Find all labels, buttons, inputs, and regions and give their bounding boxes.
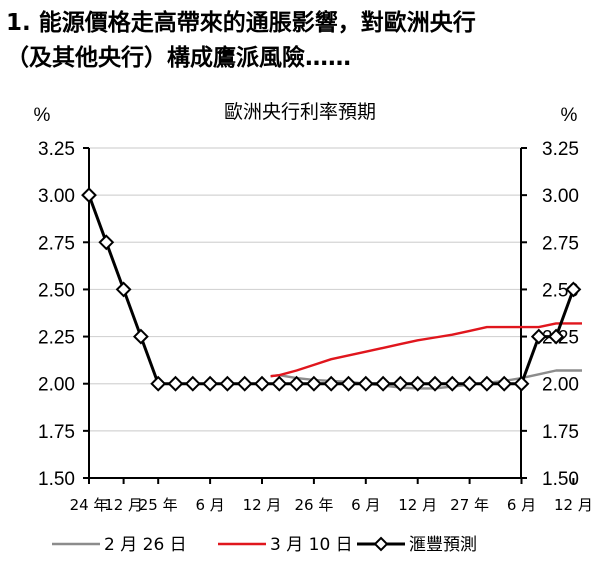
- forecast-marker-2: [115, 281, 132, 298]
- x-tick-label: 12 月: [104, 496, 143, 514]
- legend: 2 月 26 日 3 月 10 日 滙豐預測: [52, 535, 477, 555]
- y-axis-unit-right: %: [561, 105, 578, 126]
- forecast-marker-22: [461, 375, 478, 392]
- gridlines: [89, 147, 521, 432]
- forecast-marker-17: [375, 375, 392, 392]
- forecast-marker-24: [496, 375, 513, 392]
- y-tick-label-left: 2.50: [38, 280, 75, 301]
- legend-marker-diamond: [373, 536, 389, 552]
- forecast-marker-21: [444, 375, 461, 392]
- forecast-marker-7: [202, 375, 219, 392]
- forecast-marker-5: [167, 375, 184, 392]
- y-tick-label-left: 2.75: [38, 233, 75, 254]
- forecast-marker-20: [427, 375, 443, 392]
- forecast-marker-3: [132, 328, 149, 345]
- y-tick-label-right: 1.50: [542, 469, 579, 490]
- x-tick-label: 12 月: [243, 496, 282, 514]
- series-line-2: [270, 322, 582, 378]
- forecast-marker-1: [98, 234, 115, 251]
- y-tick-label-left: 2.00: [38, 375, 75, 396]
- y-tick-label-left: 2.25: [38, 328, 75, 349]
- x-tick-label: 12 月: [554, 496, 593, 514]
- y-tick-label-left: 1.75: [38, 422, 75, 443]
- forecast-marker-16: [357, 375, 374, 392]
- y-ticks-right: 3.253.002.752.502.252.001.751.50: [542, 139, 579, 490]
- x-tick-label: 6 月: [507, 496, 536, 514]
- x-tick-label: 6 月: [351, 496, 380, 514]
- forecast-marker-4: [150, 375, 167, 392]
- y-tick-label-right: 2.75: [542, 233, 579, 254]
- series-lines: [81, 187, 582, 392]
- forecast-marker-14: [323, 375, 340, 392]
- y-tick-label-right: 3.25: [542, 139, 579, 160]
- forecast-marker-27: [548, 328, 565, 345]
- y-tick-label-left: 3.25: [38, 139, 75, 160]
- forecast-marker-23: [478, 375, 495, 392]
- y-tick-label-left: 3.00: [38, 186, 75, 207]
- legend-label-2: 3 月 10 日: [270, 535, 353, 555]
- forecast-marker-9: [236, 375, 253, 392]
- y-axis-unit-left: %: [34, 105, 51, 126]
- forecast-marker-28: [565, 281, 582, 298]
- forecast-marker-25: [513, 375, 530, 392]
- forecast-marker-10: [254, 375, 270, 392]
- x-tick-label: 27 年: [450, 496, 489, 514]
- y-tick-label-right: 3.00: [542, 186, 579, 207]
- headline-line-2: （及其他央行）構成鷹派風險……: [6, 45, 351, 71]
- y-tick-label-right: 1.75: [542, 422, 579, 443]
- legend-label-1: 2 月 26 日: [104, 535, 187, 555]
- forecast-marker-18: [392, 375, 409, 392]
- y-ticks-left: 3.25 3.00 2.75 2.50 2.25 2.00 1.75 1.50: [38, 139, 75, 490]
- y-tick-label-right: 2.00: [542, 375, 579, 396]
- forecast-marker-26: [530, 328, 547, 345]
- x-tick-label: 12 月: [398, 496, 437, 514]
- chart-title: 歐洲央行利率預期: [224, 101, 376, 123]
- forecast-marker-6: [184, 375, 201, 392]
- x-tick-label: 6 月: [195, 496, 224, 514]
- x-tick-label: 25 年: [139, 496, 178, 514]
- x-tick-label: 26 年: [294, 496, 333, 514]
- axes: [83, 147, 575, 484]
- headline-line-1: 1. 能源價格走高帶來的通脹影響，對歐洲央行: [6, 10, 476, 36]
- forecast-marker-0: [81, 187, 97, 204]
- forecast-marker-12: [288, 375, 305, 392]
- y-tick-label-left: 1.50: [38, 469, 75, 490]
- forecast-marker-11: [271, 375, 288, 392]
- forecast-marker-8: [219, 375, 236, 392]
- forecast-marker-13: [305, 375, 322, 392]
- forecast-marker-19: [409, 375, 426, 392]
- legend-label-3: 滙豐預測: [409, 535, 477, 555]
- x-tick-label: 24 年: [70, 496, 109, 514]
- headline: 1. 能源價格走高帶來的通脹影響，對歐洲央行 （及其他央行）構成鷹派風險……: [6, 6, 606, 76]
- forecast-marker-15: [340, 375, 357, 392]
